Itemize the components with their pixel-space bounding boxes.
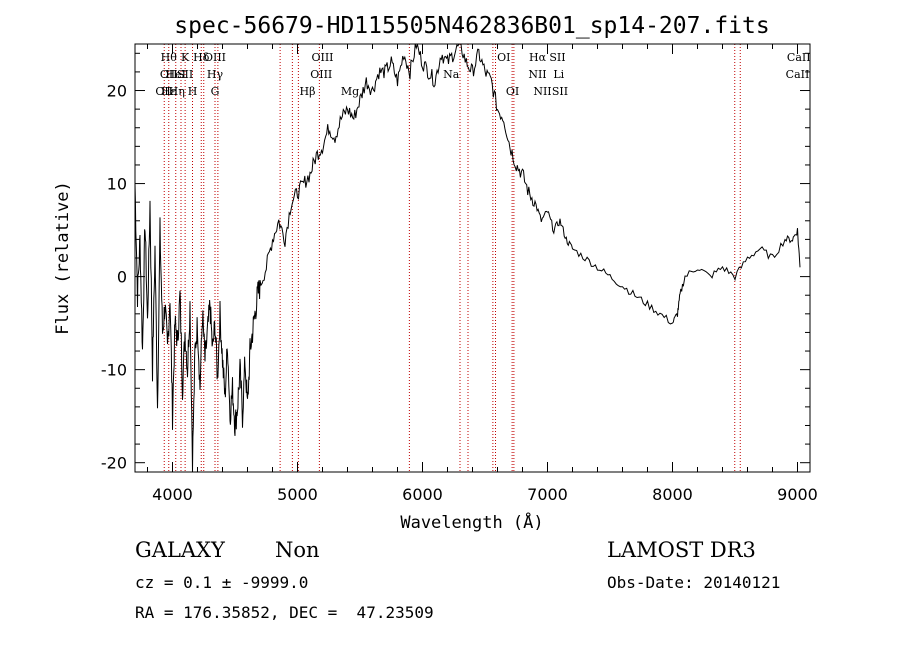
obs-date: Obs-Date: 20140121 — [607, 573, 781, 592]
marker-label: OIII — [310, 68, 332, 81]
survey-name: LAMOST DR3 — [607, 538, 756, 562]
x-tick-label: 7000 — [527, 485, 568, 504]
spectrum-chart: spec-56679-HD115505N462836B01_sp14-207.f… — [53, 13, 818, 533]
marker-label: NII — [528, 68, 546, 81]
marker-label: OII — [160, 68, 178, 81]
marker-label: OIII — [204, 51, 226, 64]
spectrum-series — [134, 43, 801, 473]
x-tick-label: 4000 — [152, 485, 193, 504]
marker-label: CaII — [787, 51, 811, 64]
marker-label: Na — [443, 68, 460, 81]
marker-label: HeI — [166, 68, 186, 81]
y-tick-label: -20 — [101, 454, 127, 473]
marker-label: Hη — [169, 85, 185, 98]
x-axis-label: Wavelength (Å) — [400, 511, 543, 533]
marker-label: OIII — [311, 51, 333, 64]
marker-label: OI — [497, 51, 510, 64]
marker-label: SII — [552, 85, 568, 98]
marker-label: Li — [553, 68, 564, 81]
chart-title: spec-56679-HD115505N462836B01_sp14-207.f… — [174, 13, 769, 39]
x-tick-label: 6000 — [402, 485, 443, 504]
subclass: Non — [275, 538, 320, 562]
marker-label: H — [188, 85, 198, 98]
marker-label: K — [181, 51, 190, 64]
marker-label: Mg — [341, 85, 359, 98]
y-tick-label: 0 — [117, 268, 127, 287]
y-tick-label: 10 — [107, 175, 127, 194]
spectrum-line — [134, 43, 801, 473]
object-type: GALAXY — [135, 538, 225, 562]
marker-label: Hδ — [193, 51, 210, 64]
marker-label: NII — [533, 85, 551, 98]
marker-label: Hθ — [161, 51, 178, 64]
marker-label: OI — [506, 85, 519, 98]
marker-label: Hγ — [207, 68, 224, 81]
marker-label: OII — [155, 85, 173, 98]
marker-label: Hε — [161, 85, 177, 98]
y-tick-label: -10 — [101, 361, 127, 380]
marker-label: SII — [177, 68, 193, 81]
x-tick-label: 8000 — [652, 485, 693, 504]
marker-label: G — [211, 85, 220, 98]
y-axis-label: Flux (relative) — [53, 181, 73, 335]
coordinates: RA = 176.35852, DEC = 47.23509 — [135, 603, 434, 622]
x-tick-label: 9000 — [777, 485, 818, 504]
y-tick-label: 20 — [107, 82, 127, 101]
marker-label: CaII — [786, 68, 810, 81]
plot-frame — [134, 43, 811, 473]
marker-label: Hα — [529, 51, 547, 64]
x-tick-label: 5000 — [277, 485, 318, 504]
marker-label: SII — [549, 51, 565, 64]
redshift-line: cz = 0.1 ± -9999.0 — [135, 573, 309, 592]
marker-label: Hβ — [300, 85, 316, 98]
axis-ticks: 4000 5000 6000 7000 8000 9000 -20 -10 0 10 20 — [101, 44, 818, 504]
